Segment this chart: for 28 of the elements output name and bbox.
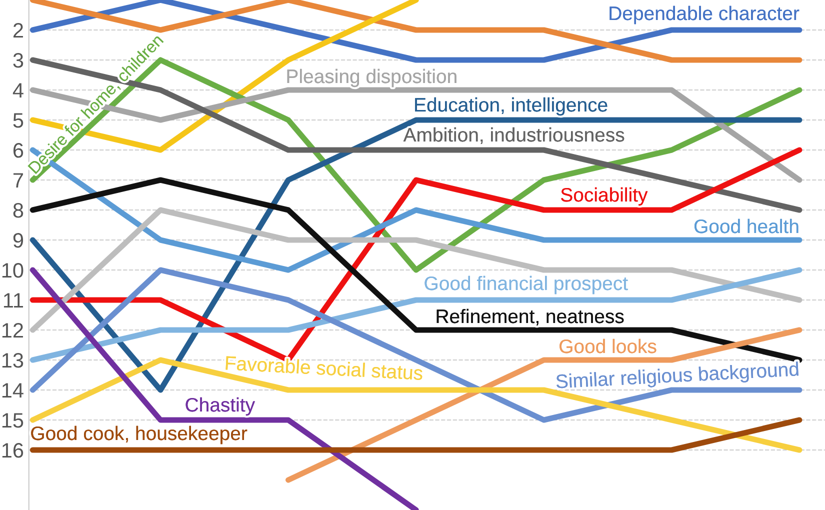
series-label: Good looks	[560, 338, 656, 354]
y-tick-label: 7	[13, 173, 23, 188]
series-label: Refinement, neatness	[436, 308, 624, 326]
series-label: Good cook, housekeeper	[31, 426, 248, 444]
series-label: Pleasing disposition	[287, 68, 456, 88]
y-tick-label: 13	[2, 353, 24, 368]
y-tick-label: 5	[13, 113, 24, 128]
y-tick-label: 9	[13, 233, 24, 248]
series-label: Sociability	[561, 187, 648, 206]
series-label: Good health	[694, 218, 798, 234]
series-label: Good financial prospect	[424, 276, 628, 294]
series-label: Education, intelligence	[415, 97, 608, 116]
y-tick-label: 4	[12, 83, 24, 98]
series-label: Chastity	[186, 397, 255, 416]
y-tick-label: 11	[4, 293, 23, 308]
y-tick-label: 14	[2, 383, 24, 398]
y-tick-label: 16	[2, 443, 24, 458]
y-tick-label: 6	[13, 143, 24, 158]
series-label: Similar religious background	[556, 362, 799, 392]
series-label: Favorable social status	[226, 356, 423, 380]
series-label: Dependable character	[610, 6, 800, 24]
y-tick-label: 8	[13, 203, 24, 218]
y-tick-label: 12	[2, 323, 23, 338]
series-label: Ambition, industriousness	[403, 127, 624, 144]
y-tick-label: 10	[2, 263, 24, 278]
y-tick-label: 15	[2, 413, 24, 428]
y-tick-label: 3	[13, 53, 24, 68]
y-tick-label: 2	[13, 23, 23, 38]
